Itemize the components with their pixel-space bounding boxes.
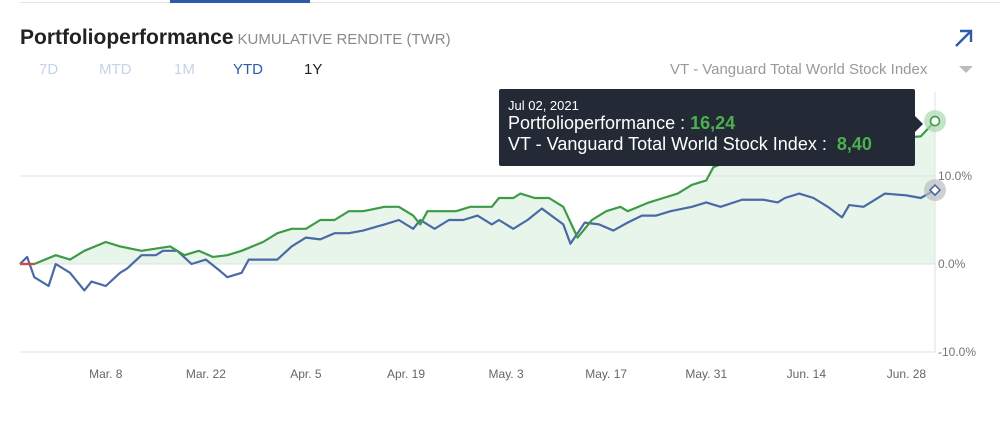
benchmark-dropdown[interactable]: VT - Vanguard Total World Stock Index xyxy=(670,61,928,78)
chevron-down-icon[interactable] xyxy=(959,66,973,73)
tooltip-portfolio-value: 16,24 xyxy=(690,113,736,133)
x-tick-label: Mar. 22 xyxy=(186,367,226,381)
x-tick-label: Mar. 8 xyxy=(89,367,123,381)
benchmark-hover-marker xyxy=(928,183,942,197)
range-ytd[interactable]: YTD xyxy=(233,61,263,78)
x-tick-label: Apr. 5 xyxy=(290,367,322,381)
x-tick-label: Jun. 14 xyxy=(787,367,827,381)
x-tick-label: Apr. 19 xyxy=(387,367,425,381)
y-tick-label: -10.0% xyxy=(938,345,976,359)
portfolio-line xyxy=(20,120,936,266)
tooltip-portfolio-label: Portfolioperformance : xyxy=(508,113,686,133)
x-tick-label: Jun. 28 xyxy=(887,367,927,381)
range-7d[interactable]: 7D xyxy=(39,61,59,78)
portfolio-area xyxy=(20,121,935,264)
y-tick-label: 0.0% xyxy=(938,257,966,271)
range-mtd[interactable]: MTD xyxy=(99,61,132,78)
x-tick-label: May. 31 xyxy=(685,367,727,381)
title-text: Portfolioperformance xyxy=(20,26,234,49)
x-tick-label: May. 3 xyxy=(489,367,524,381)
tooltip-date: Jul 02, 2021 xyxy=(508,98,579,113)
chart-tooltip: Jul 02, 2021 Portfolioperformance : 16,2… xyxy=(499,89,923,166)
tooltip-benchmark-label: VT - Vanguard Total World Stock Index : xyxy=(508,134,827,154)
tab-bar-divider xyxy=(20,2,1000,3)
y-tick-label: 10.0% xyxy=(938,169,972,183)
range-1m[interactable]: 1M xyxy=(174,61,195,78)
arrow-up-right-icon[interactable] xyxy=(953,27,975,49)
active-tab-indicator xyxy=(170,0,310,3)
benchmark-line xyxy=(19,189,936,292)
chart-subtitle: KUMULATIVE RENDITE (TWR) xyxy=(237,31,451,48)
tooltip-benchmark-value: 8,40 xyxy=(836,134,872,154)
page-title: Portfolioperformance KUMULATIVE RENDITE (… xyxy=(20,26,451,50)
portfolio-hover-marker xyxy=(929,115,941,127)
range-1y[interactable]: 1Y xyxy=(304,61,323,78)
x-tick-label: May. 17 xyxy=(585,367,627,381)
